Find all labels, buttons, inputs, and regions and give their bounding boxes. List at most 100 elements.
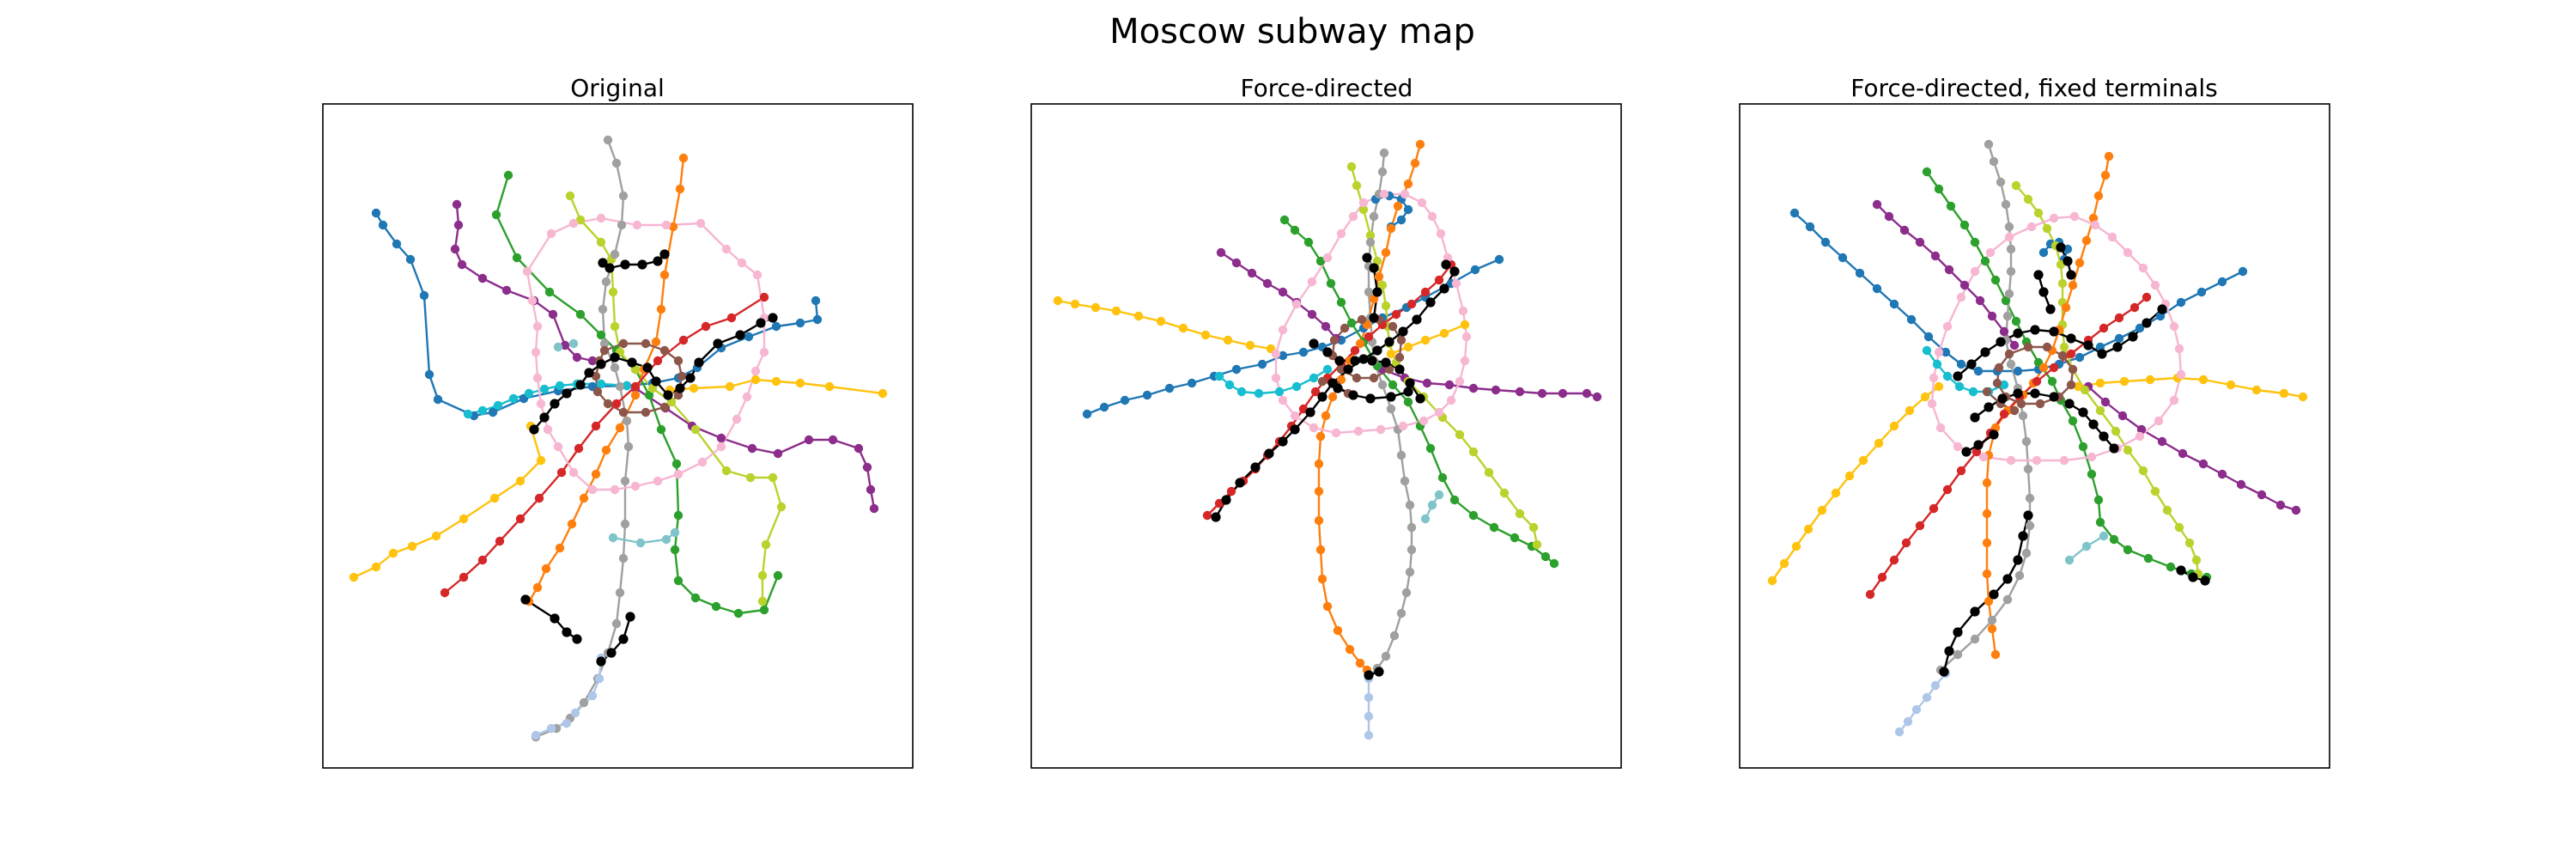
network-force-directed — [1053, 139, 1602, 740]
station-pink-12-26 — [1934, 347, 1944, 357]
station-black-17-18 — [768, 313, 778, 323]
station-black-21-2 — [2066, 270, 2076, 280]
station-black-19-0 — [1362, 253, 1372, 263]
station-pink-12-7 — [1451, 278, 1461, 289]
station-pink-11-19 — [630, 481, 641, 491]
station-gray-9-4 — [2004, 222, 2014, 232]
station-black-18-10 — [2112, 342, 2123, 352]
station-lime-5-1 — [575, 215, 586, 225]
station-black-19-1 — [1984, 402, 1994, 412]
station-orange-10-22 — [1990, 649, 2001, 660]
station-black-16-2 — [620, 259, 630, 270]
station-lime-8-6 — [2057, 278, 2068, 289]
station-black-17-11 — [1358, 354, 1369, 364]
station-blue-0-9 — [1941, 347, 1951, 357]
station-black-19-10 — [2109, 443, 2119, 454]
station-black-18-6 — [1394, 364, 1405, 375]
station-pink-12-13 — [2169, 395, 2179, 405]
panel-force-directed-fixed-terminals: Force-directed, fixed terminals — [1739, 74, 2330, 769]
station-gray-6-2 — [618, 191, 629, 201]
station-gray-9-18 — [1405, 567, 1415, 577]
station-pink-11-20 — [610, 484, 620, 495]
station-lightblue-2-6 — [1309, 373, 1319, 383]
station-lightblue-1-2 — [493, 400, 503, 411]
station-purple-2-4 — [477, 273, 488, 283]
station-blue-0-18 — [1470, 265, 1480, 275]
station-black-17-13 — [1384, 337, 1394, 347]
station-gray-6-3 — [617, 220, 627, 230]
station-black-18-6 — [2049, 326, 2059, 337]
station-black-18-8 — [2083, 340, 2093, 350]
station-green-4-10 — [671, 459, 682, 469]
station-black-18-9 — [2097, 349, 2107, 359]
station-gray-9-14 — [1400, 476, 1410, 486]
station-pink-11-13 — [742, 392, 752, 402]
station-lightblue-1-6 — [555, 381, 565, 391]
station-pink-12-2 — [2049, 213, 2059, 223]
station-lime-8-19 — [2184, 538, 2195, 548]
station-red-11-15 — [1391, 309, 1401, 320]
station-black-17-12 — [1372, 345, 1382, 356]
station-lime-8-15 — [2138, 466, 2148, 476]
station-purple-2-9 — [572, 352, 582, 362]
station-brown-14-0 — [1317, 376, 1327, 387]
station-teal-15-0 — [2064, 555, 2075, 565]
station-yellow-4-4 — [1460, 320, 1470, 330]
station-lightblue-1-4 — [524, 388, 534, 399]
station-pink-12-24 — [1278, 325, 1288, 335]
station-pink-11-0 — [522, 266, 532, 277]
station-red-11-13 — [1364, 332, 1374, 342]
station-pink-11-24 — [543, 424, 553, 435]
station-brown-12-0 — [599, 345, 610, 356]
station-teal-14-1 — [568, 338, 579, 349]
station-green-7-8 — [2011, 316, 2021, 326]
station-gray-9-16 — [2025, 521, 2035, 531]
station-black-19-3 — [1369, 313, 1379, 323]
station-lightblue-2-2 — [1236, 387, 1247, 397]
station-yellow-3-8 — [1874, 438, 1884, 448]
station-purple-6-4 — [1468, 383, 1479, 393]
panel-original: Original — [322, 74, 914, 769]
station-green-7-11 — [2047, 376, 2057, 387]
station-pink-12-10 — [2169, 321, 2179, 332]
station-brown-13-5 — [2066, 380, 2076, 390]
station-orange-7-8 — [615, 423, 625, 433]
station-black-22-1 — [2038, 287, 2049, 297]
station-lime-8-3 — [1365, 230, 1376, 241]
station-red-11-19 — [2142, 292, 2152, 302]
station-black-19-3 — [2013, 388, 2023, 399]
station-green-7-14 — [1449, 495, 1460, 505]
station-lightblue-2-0 — [1922, 345, 1932, 356]
station-lightblue-2-1 — [1932, 359, 1942, 369]
station-yellow-3-6 — [1178, 323, 1188, 333]
station-purple-2-5 — [501, 285, 512, 295]
station-red-11-2 — [1226, 486, 1236, 497]
station-purple-3-6 — [804, 435, 814, 445]
station-black-17-16 — [1425, 297, 1436, 308]
station-pink-12-10 — [1460, 356, 1470, 366]
station-pink-12-23 — [1271, 349, 1281, 359]
station-yellow-3-2 — [1791, 541, 1801, 551]
station-purple-5-7 — [1321, 321, 1331, 332]
station-green-7-6 — [1990, 275, 2001, 285]
station-brown-13-4 — [1396, 335, 1406, 345]
station-yellow-9-6 — [824, 381, 835, 392]
station-black-17-8 — [2023, 510, 2033, 521]
station-gray-9-12 — [2018, 411, 2028, 421]
station-black-18-5 — [2030, 325, 2040, 335]
station-pink-11-23 — [553, 442, 563, 452]
station-green-4-17 — [759, 605, 769, 615]
station-black-21-0 — [1364, 670, 1374, 680]
station-brown-13-8 — [1352, 373, 1362, 383]
station-pink-12-22 — [1271, 373, 1281, 383]
station-orange-10-19 — [1317, 574, 1327, 584]
station-blue-0-5 — [424, 369, 434, 380]
station-black-19-8 — [2088, 419, 2099, 430]
station-black-18-8 — [1415, 393, 1425, 404]
station-lime-8-15 — [1484, 467, 1494, 478]
station-purple-6-6 — [1515, 387, 1525, 397]
station-black-17-7 — [610, 352, 620, 362]
station-black-16-0 — [598, 258, 608, 268]
station-brown-13-0 — [2004, 349, 2014, 359]
station-purple-5-5 — [1944, 265, 1954, 275]
